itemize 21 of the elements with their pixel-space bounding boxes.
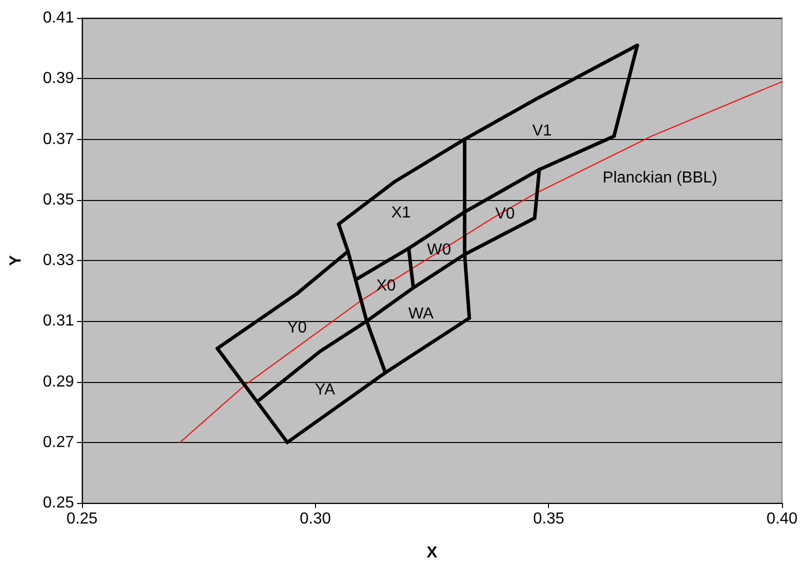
y-tick-label: 0.25 [42, 494, 74, 512]
x-axis-title: X [426, 544, 438, 562]
y-tick-label: 0.37 [42, 130, 74, 148]
y-tick-label: 0.31 [42, 312, 74, 330]
x-tick-label: 0.40 [766, 510, 798, 528]
y-tick-label: 0.39 [42, 70, 74, 88]
annotation: WA [408, 306, 434, 322]
x-tick-label: 0.30 [300, 510, 332, 528]
annotation: Planckian (BBL) [602, 170, 718, 186]
y-tick-label: 0.35 [42, 191, 74, 208]
y-axis-title: Y [8, 254, 24, 266]
annotation: V0 [495, 206, 515, 222]
y-tick-label: 0.33 [42, 252, 74, 269]
y-tick-label: 0.41 [42, 10, 74, 26]
annotation: V1 [532, 122, 552, 140]
annotation: YA [314, 382, 336, 398]
x-tick-label: 0.35 [533, 510, 564, 528]
y-tick-label: 0.27 [42, 434, 74, 451]
annotation: X1 [391, 204, 411, 222]
x-tick-label: 0.25 [66, 510, 98, 528]
y-tick-label: 0.29 [42, 373, 74, 390]
